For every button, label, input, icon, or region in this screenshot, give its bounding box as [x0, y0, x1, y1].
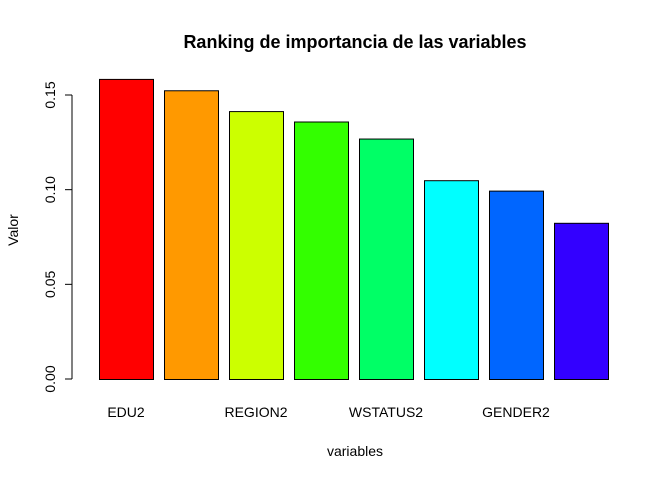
bar	[164, 90, 219, 381]
x-category-label: EDU2	[107, 404, 145, 420]
bar	[99, 78, 154, 380]
bars	[99, 78, 609, 381]
y-tick-label: 0.05	[42, 270, 58, 297]
x-category-label: GENDER2	[482, 404, 550, 420]
bar	[489, 190, 544, 380]
chart-title: Ranking de importancia de las variables	[183, 32, 526, 52]
x-category-label: WSTATUS2	[349, 404, 423, 420]
y-tick-label: 0.00	[42, 365, 58, 392]
bar	[294, 121, 349, 381]
bar	[424, 180, 479, 380]
y-tick-label: 0.15	[42, 81, 58, 108]
bar	[359, 138, 414, 380]
x-axis-label: variables	[327, 443, 383, 459]
bar	[554, 222, 609, 380]
x-category-label: REGION2	[224, 404, 287, 420]
y-axis-label: Valor	[5, 214, 21, 246]
bar	[229, 111, 284, 381]
x-category-labels: EDU2 REGION2 WSTATUS2 GENDER2	[107, 404, 550, 420]
y-axis: 0.00 0.05 0.10 0.15	[42, 81, 73, 393]
y-tick-label: 0.10	[42, 176, 58, 203]
